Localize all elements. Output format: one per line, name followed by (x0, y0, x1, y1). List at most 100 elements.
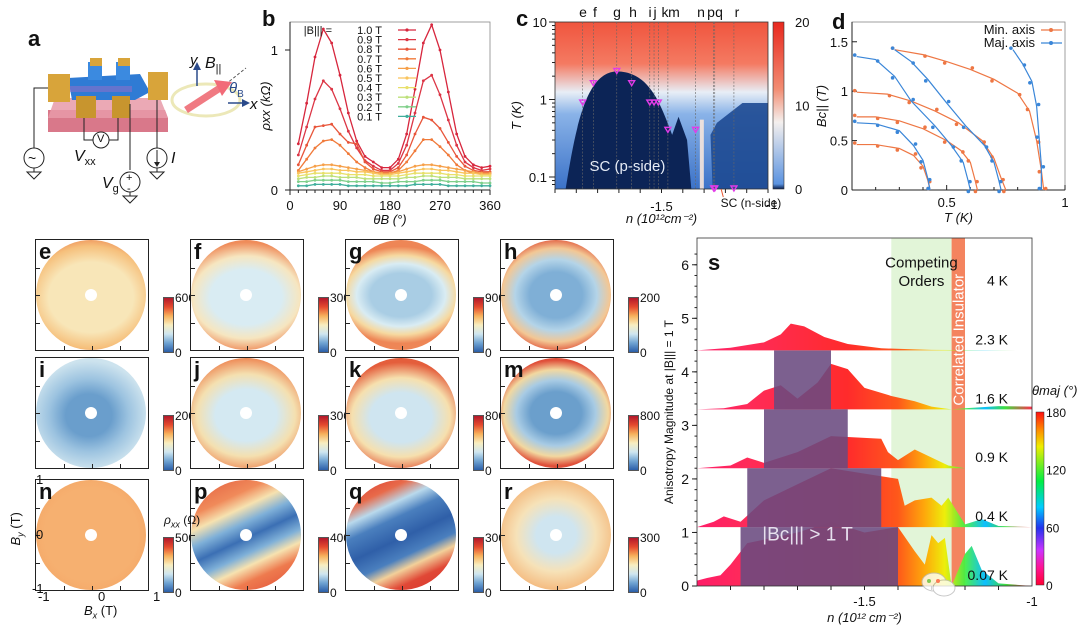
data-point (371, 174, 375, 178)
vg-label: Vg (102, 175, 119, 196)
colorbar-tick-label: 10 (795, 99, 809, 114)
resistivity-disc (191, 240, 301, 350)
data-point (875, 144, 880, 148)
data-point (405, 176, 409, 179)
series-line-0.9T (297, 74, 491, 172)
marker-label-q: q (715, 4, 723, 20)
data-point (296, 163, 300, 167)
data-point (296, 177, 300, 181)
colorbar-i (163, 415, 174, 471)
data-point (313, 183, 317, 186)
data-point (942, 61, 947, 65)
data-point (388, 177, 392, 181)
data-point (1035, 135, 1039, 139)
data-point (330, 171, 334, 175)
y-tick (501, 385, 505, 387)
resistivity-disc (346, 480, 456, 590)
panel-label-n: n (39, 479, 53, 504)
data-point (363, 177, 367, 181)
legend-label: 1.0 T (357, 25, 382, 37)
colorbar-min-label: 0 (175, 586, 182, 600)
colorbar-min-label: 0 (175, 346, 182, 360)
data-point (338, 143, 342, 147)
x-tick (529, 346, 530, 350)
polar-xtick: -1 (38, 589, 50, 604)
overlay-label: |Bc||| > 1 T (762, 524, 853, 545)
x-tick (64, 346, 65, 350)
data-point (852, 53, 857, 57)
marker-triangle-q (710, 185, 719, 193)
data-point (931, 125, 935, 130)
y-tick (346, 507, 350, 509)
data-point (430, 118, 434, 122)
data-point (966, 189, 971, 194)
y-tick (346, 322, 350, 324)
data-point (488, 177, 492, 181)
data-point (413, 87, 417, 91)
data-point (313, 169, 317, 172)
legend-label: 0.2 T (357, 102, 382, 114)
data-point (405, 132, 409, 136)
data-point (330, 122, 334, 126)
y-axis-label: ρxx (kΩ) (258, 81, 273, 131)
resistivity-disc (36, 358, 146, 468)
data-point (371, 167, 375, 171)
data-point (446, 90, 450, 94)
x-tick (92, 346, 93, 350)
data-point (438, 126, 442, 130)
marker-label-n: n (697, 4, 705, 20)
data-point (313, 125, 317, 129)
y-tick-label: 1 (540, 92, 547, 107)
polar-xtick: 0 (98, 589, 106, 604)
field-label: B|| (205, 55, 222, 76)
y-tick (191, 535, 195, 536)
colorbar-min-label: 0 (330, 586, 337, 600)
data-point (405, 167, 409, 171)
data-point (463, 164, 467, 168)
data-point (330, 138, 334, 142)
data-point (305, 180, 309, 184)
data-point (330, 183, 334, 186)
marker-label-f: f (593, 4, 597, 20)
y-tick (36, 295, 40, 296)
legend-marker (405, 57, 409, 61)
data-point (421, 115, 425, 119)
data-point (413, 132, 417, 136)
panel-label-k: k (349, 357, 362, 382)
data-point (1017, 92, 1022, 97)
data-point (961, 125, 966, 130)
y-tick (36, 385, 40, 387)
data-point (1001, 177, 1005, 182)
data-point (926, 186, 930, 191)
y-tick (191, 413, 195, 414)
polar-xlabel: Bx (T) (84, 603, 118, 621)
data-point (346, 152, 350, 156)
y-tick (501, 440, 505, 442)
data-point (430, 183, 434, 186)
legend-label: 0.4 T (357, 83, 382, 95)
x-tick (585, 586, 586, 590)
data-point (968, 179, 972, 184)
center-hole (395, 407, 407, 419)
data-point (330, 174, 334, 178)
x-tick-label: -1 (1026, 594, 1038, 609)
data-point (480, 166, 484, 170)
y-tick (191, 385, 195, 387)
temperature-label: 0.4 K (975, 508, 1008, 524)
legend-marker (405, 47, 409, 51)
data-point (1036, 102, 1041, 107)
annotation-sc-n-side: SC (n-side) (721, 196, 782, 210)
y-tick (36, 322, 40, 324)
polar-map-h: h (500, 239, 614, 351)
x-tick (219, 586, 220, 590)
polar-map-n: n (35, 479, 149, 591)
y-tick (191, 267, 195, 269)
panel-label-s: s (708, 250, 721, 275)
data-point (455, 173, 459, 177)
y-tick-label: 6 (681, 257, 689, 273)
data-point (463, 160, 467, 164)
x-tick-label: 270 (429, 198, 451, 213)
panel-label-d: d (832, 9, 846, 34)
data-point (852, 113, 857, 118)
data-point (355, 146, 359, 150)
